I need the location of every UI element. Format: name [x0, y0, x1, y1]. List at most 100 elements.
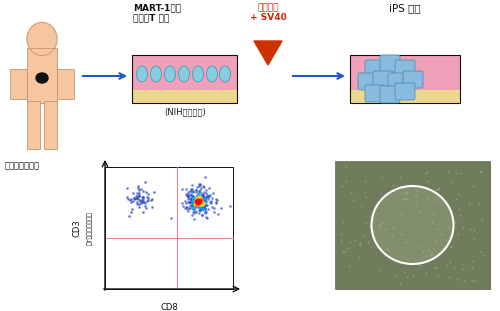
Point	[200, 199, 208, 204]
Point	[204, 207, 212, 211]
Point	[192, 199, 200, 204]
FancyBboxPatch shape	[373, 71, 393, 88]
Point	[132, 193, 140, 198]
Point	[139, 198, 147, 203]
Text: 悪性黒色腫患者: 悪性黒色腫患者	[5, 161, 40, 170]
Point	[204, 195, 212, 200]
Point	[187, 196, 195, 201]
Point	[138, 199, 146, 204]
Point	[200, 199, 208, 204]
Point	[196, 198, 204, 203]
FancyBboxPatch shape	[335, 161, 490, 289]
Text: （T細胞マーカー）: （T細胞マーカー）	[87, 211, 93, 245]
Point	[130, 198, 138, 203]
Point	[390, 225, 398, 230]
Point	[144, 195, 152, 200]
Point	[198, 213, 206, 218]
Point	[196, 198, 204, 203]
Point	[459, 226, 467, 231]
Point	[364, 240, 372, 245]
Point	[184, 197, 192, 202]
Point	[178, 200, 186, 205]
Point	[191, 197, 199, 202]
FancyBboxPatch shape	[27, 48, 57, 103]
FancyBboxPatch shape	[132, 90, 237, 103]
Point	[367, 228, 375, 233]
Point	[192, 201, 200, 206]
Point	[133, 191, 141, 196]
Point	[341, 248, 349, 253]
Point	[206, 194, 214, 199]
FancyBboxPatch shape	[105, 167, 233, 289]
Point	[366, 224, 374, 229]
Point	[198, 197, 206, 202]
Point	[190, 203, 198, 208]
Point	[184, 208, 192, 213]
Point	[198, 186, 205, 191]
Point	[196, 196, 204, 201]
Point	[196, 193, 204, 198]
Point	[140, 194, 147, 199]
Point	[217, 205, 225, 210]
Point	[198, 198, 205, 203]
Point	[195, 204, 203, 209]
Point	[190, 195, 198, 200]
Point	[340, 220, 347, 225]
Point	[192, 196, 200, 201]
Point	[354, 254, 362, 259]
Point	[342, 178, 350, 183]
Point	[191, 201, 199, 206]
Point	[192, 195, 200, 200]
Point	[458, 262, 466, 267]
Point	[193, 198, 201, 203]
Point	[450, 264, 458, 269]
Point	[136, 201, 144, 206]
Point	[194, 197, 202, 202]
Point	[188, 200, 196, 205]
Point	[412, 193, 420, 198]
Point	[196, 203, 203, 208]
Point	[184, 189, 192, 194]
Point	[194, 198, 202, 203]
Point	[391, 274, 399, 279]
Point	[201, 199, 209, 204]
Point	[132, 196, 140, 201]
Point	[142, 189, 150, 194]
Point	[194, 199, 202, 204]
Point	[194, 201, 202, 206]
Point	[201, 196, 209, 201]
Point	[168, 215, 175, 220]
Point	[134, 194, 141, 199]
Point	[428, 253, 436, 258]
Point	[466, 227, 474, 232]
Point	[356, 241, 364, 246]
Point	[212, 201, 220, 206]
Point	[210, 210, 218, 215]
Point	[189, 189, 197, 194]
Point	[192, 200, 200, 205]
Point	[195, 207, 203, 212]
Point	[401, 190, 409, 195]
FancyBboxPatch shape	[44, 101, 57, 149]
Point	[182, 191, 190, 196]
Point	[195, 181, 203, 186]
Point	[192, 199, 200, 204]
Point	[197, 200, 205, 205]
Point	[194, 199, 202, 204]
Point	[189, 193, 197, 198]
Point	[138, 200, 145, 205]
Point	[190, 200, 198, 205]
Ellipse shape	[36, 73, 48, 83]
Point	[432, 238, 440, 243]
Point	[198, 205, 206, 210]
Point	[198, 201, 206, 206]
Point	[135, 191, 143, 196]
Point	[181, 205, 189, 210]
Point	[362, 194, 370, 199]
Point	[452, 171, 460, 176]
Ellipse shape	[220, 66, 230, 82]
Point	[360, 189, 368, 194]
Point	[197, 203, 205, 208]
Point	[179, 203, 187, 208]
Point	[192, 189, 200, 194]
